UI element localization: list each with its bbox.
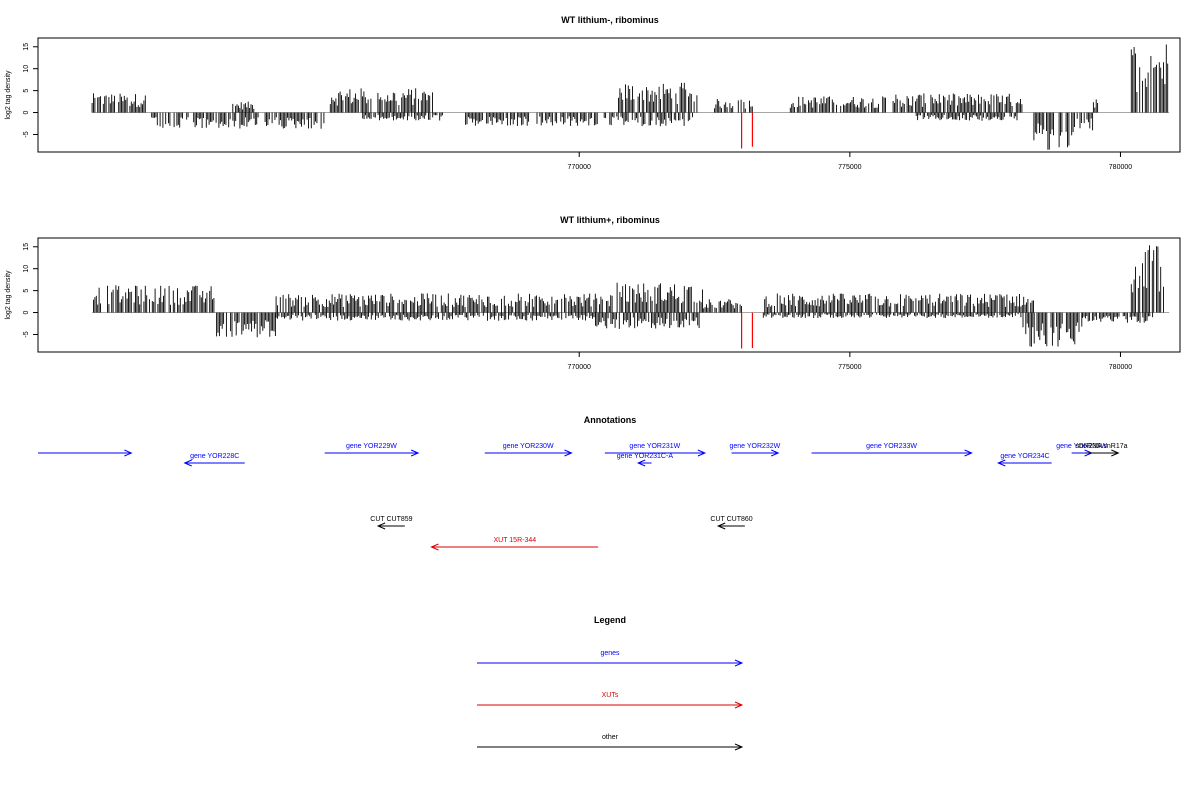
feature-arrowhead bbox=[716, 522, 726, 530]
annotation-feature bbox=[38, 449, 133, 457]
y-axis: 15 10 5 0 -5 bbox=[23, 243, 39, 338]
feature-label: gene YOR231C-A bbox=[617, 453, 674, 460]
y-axis-label: log2 tag density bbox=[5, 270, 12, 320]
x-tick-label: 780000 bbox=[1109, 164, 1132, 171]
y-tick-label: -5 bbox=[23, 331, 30, 337]
x-axis: 770000 775000 780000 bbox=[568, 352, 1132, 371]
feature-arrowhead bbox=[964, 449, 973, 457]
y-tick-label: 0 bbox=[23, 310, 30, 314]
legend-item: other bbox=[477, 734, 744, 751]
track-panel-lithium-plus: WT lithium+, ribominus log2 tag density … bbox=[5, 215, 1181, 371]
y-tick-label: 10 bbox=[23, 65, 30, 73]
y-axis: 15 10 5 0 -5 bbox=[23, 43, 39, 138]
feature-arrowhead bbox=[430, 543, 439, 551]
annotation-feature: gene YOR232W bbox=[729, 443, 781, 457]
annotation-feature: gene YOR229W bbox=[324, 443, 420, 457]
feature-arrowhead bbox=[410, 449, 420, 457]
feature-arrowhead bbox=[771, 449, 780, 457]
annotation-feature: XUT 15R-344 bbox=[430, 537, 599, 551]
y-tick-label: 0 bbox=[23, 110, 30, 114]
feature-label: CUT CUT860 bbox=[710, 516, 752, 523]
feature-label: XUT 15R-344 bbox=[493, 537, 536, 544]
coverage-bars bbox=[92, 245, 1170, 349]
x-tick-label: 770000 bbox=[568, 364, 591, 371]
annotations-title: Annotations bbox=[584, 415, 637, 425]
track-panel-lithium-minus: WT lithium-, ribominus log2 tag density … bbox=[5, 15, 1181, 171]
legend-arrowhead bbox=[734, 659, 744, 667]
feature-arrowhead bbox=[564, 449, 573, 457]
y-tick-label: -5 bbox=[23, 131, 30, 137]
y-tick-label: 15 bbox=[23, 243, 30, 251]
feature-label: CUT CUT859 bbox=[370, 516, 412, 523]
y-tick-label: 5 bbox=[23, 89, 30, 93]
feature-label: gene YOR234C bbox=[1000, 453, 1049, 460]
feature-arrowhead bbox=[636, 459, 646, 467]
legend-section: Legend genes XUTs other bbox=[477, 615, 744, 751]
x-tick-label: 775000 bbox=[838, 164, 861, 171]
legend-label: other bbox=[602, 734, 619, 741]
panel-title: WT lithium+, ribominus bbox=[560, 215, 660, 225]
feature-label: gene YOR230W bbox=[503, 443, 554, 450]
legend-items: genes XUTs other bbox=[477, 650, 744, 751]
feature-label: gene YOR229W bbox=[346, 443, 397, 450]
plot-frame bbox=[37, 37, 1181, 153]
x-tick-label: 775000 bbox=[838, 364, 861, 371]
feature-label: snoRNA snR17a bbox=[1076, 443, 1128, 450]
feature-arrowhead bbox=[124, 449, 133, 457]
y-tick-label: 10 bbox=[23, 265, 30, 273]
legend-item: genes bbox=[477, 650, 744, 667]
annotation-features: gene YOR228C gene YOR229W gene YOR230W gene… bbox=[38, 443, 1128, 551]
feature-arrowhead bbox=[183, 459, 192, 467]
legend-item: XUTs bbox=[477, 692, 744, 709]
y-tick-label: 5 bbox=[23, 289, 30, 293]
annotation-feature: snoRNA snR17a bbox=[1076, 443, 1128, 457]
feature-arrowhead bbox=[1111, 449, 1120, 457]
annotation-feature: gene YOR234C bbox=[997, 453, 1052, 467]
legend-title: Legend bbox=[594, 615, 626, 625]
feature-label: gene YOR233W bbox=[866, 443, 917, 450]
y-tick-label: 15 bbox=[23, 43, 30, 51]
feature-label: gene YOR231W bbox=[629, 443, 680, 450]
legend-arrowhead bbox=[734, 701, 744, 709]
coverage-bars bbox=[91, 44, 1170, 150]
x-tick-label: 780000 bbox=[1109, 364, 1132, 371]
y-axis-label: log2 tag density bbox=[5, 70, 12, 120]
legend-label: XUTs bbox=[602, 692, 619, 699]
legend-arrowhead bbox=[734, 743, 744, 751]
panel-title: WT lithium-, ribominus bbox=[561, 15, 659, 25]
feature-arrowhead bbox=[697, 449, 707, 457]
legend-label: genes bbox=[600, 650, 620, 657]
annotation-feature: gene YOR231W bbox=[604, 443, 707, 457]
feature-label: gene YOR228C bbox=[190, 453, 239, 460]
feature-label: gene YOR235W bbox=[1056, 443, 1107, 450]
annotation-feature: gene YOR228C bbox=[183, 453, 245, 467]
annotation-feature: CUT CUT859 bbox=[370, 516, 413, 530]
feature-arrowhead bbox=[997, 459, 1006, 467]
feature-label: gene YOR232W bbox=[729, 443, 780, 450]
x-axis: 770000 775000 780000 bbox=[568, 152, 1132, 171]
feature-arrowhead bbox=[376, 522, 386, 530]
x-tick-label: 770000 bbox=[568, 164, 591, 171]
annotation-feature: CUT CUT860 bbox=[710, 516, 753, 530]
annotation-feature: gene YOR231C-A bbox=[617, 453, 674, 467]
annotation-feature: gene YOR230W bbox=[484, 443, 573, 457]
annotation-feature: gene YOR233W bbox=[811, 443, 973, 457]
